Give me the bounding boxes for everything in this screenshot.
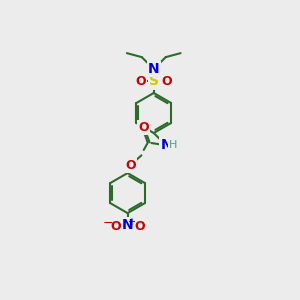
Text: S: S bbox=[149, 74, 159, 88]
Text: O: O bbox=[138, 121, 149, 134]
Text: H: H bbox=[169, 140, 177, 150]
Text: O: O bbox=[161, 75, 172, 88]
Text: O: O bbox=[110, 220, 121, 233]
Text: N: N bbox=[148, 62, 160, 76]
Text: +: + bbox=[128, 217, 135, 226]
Text: O: O bbox=[135, 75, 146, 88]
Text: N: N bbox=[160, 138, 172, 152]
Text: O: O bbox=[125, 159, 136, 172]
Text: −: − bbox=[103, 217, 114, 230]
Text: O: O bbox=[135, 220, 145, 233]
Text: N: N bbox=[122, 218, 134, 233]
